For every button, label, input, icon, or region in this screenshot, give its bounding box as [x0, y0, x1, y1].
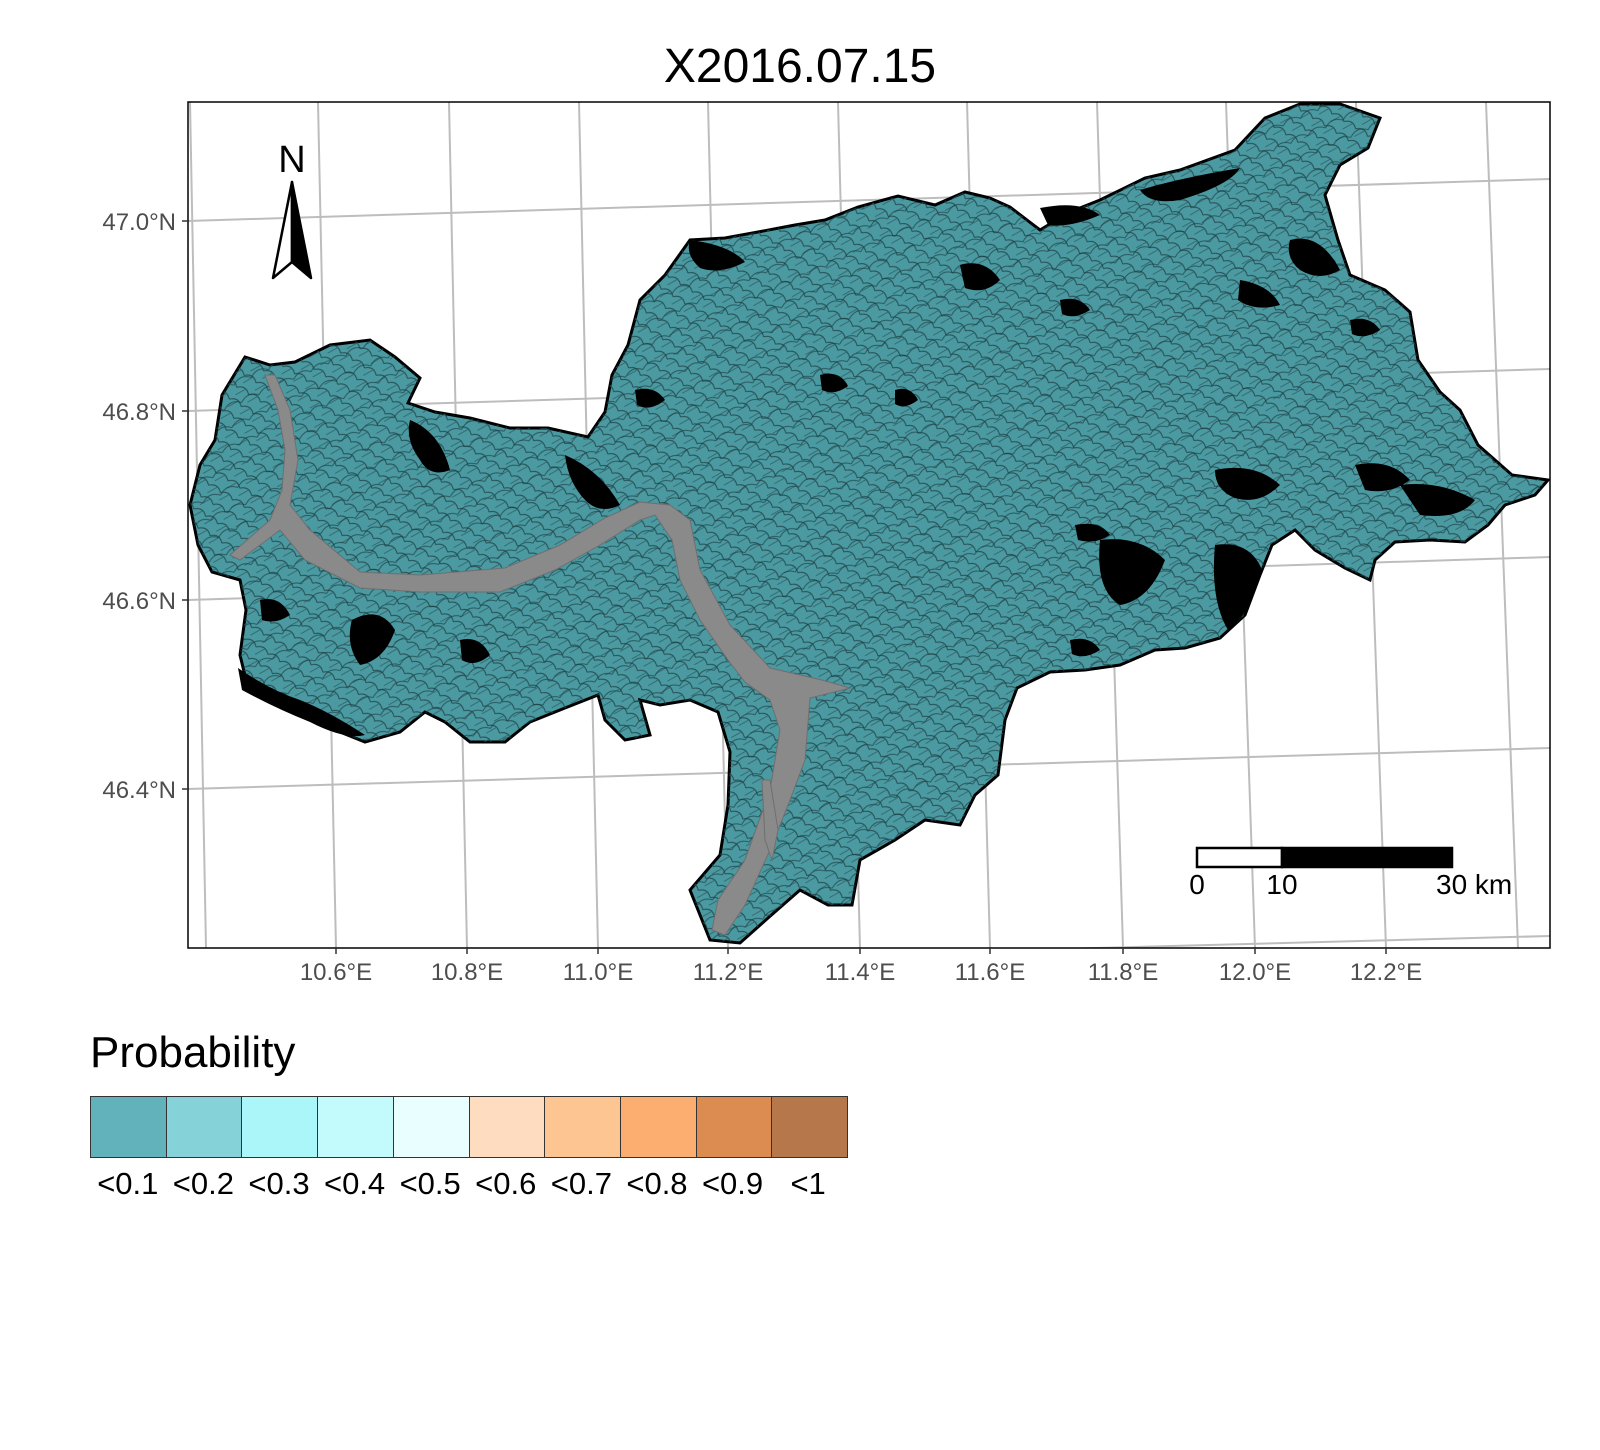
- x-tick-label: 10.8°E: [431, 959, 503, 986]
- x-tick-label: 12.2°E: [1350, 959, 1422, 986]
- legend-label: <0.1: [97, 1166, 159, 1201]
- legend-title: Probability: [90, 1028, 296, 1077]
- legend-label: <0.9: [701, 1166, 764, 1201]
- y-axis: 47.0°N 46.8°N 46.6°N 46.4°N: [102, 209, 188, 804]
- legend-label: <0.7: [550, 1166, 612, 1201]
- y-tick-label: 46.8°N: [102, 399, 176, 426]
- legend-swatch: [469, 1097, 546, 1157]
- legend-swatch: [91, 1097, 167, 1157]
- legend-swatches: [90, 1096, 848, 1158]
- legend-labels: <0.1 <0.2 <0.3 <0.4 <0.5 <0.6 <0.7 <0.8 <0.9 <1: [90, 1166, 846, 1202]
- scale-label-10: 10: [1266, 869, 1297, 900]
- x-tick-label: 12.0°E: [1219, 959, 1291, 986]
- x-tick-label: 10.6°E: [300, 959, 372, 986]
- north-arrow: N: [271, 139, 313, 280]
- north-label: N: [278, 139, 305, 181]
- legend-swatch: [772, 1097, 848, 1157]
- legend-label: <0.6: [475, 1166, 537, 1201]
- scale-label-0: 0: [1189, 869, 1205, 900]
- scale-bar: 0 10 30 km: [1189, 846, 1512, 900]
- legend-label: <0.8: [626, 1166, 688, 1201]
- valley-floors: [229, 374, 852, 936]
- legend-swatch: [393, 1097, 470, 1157]
- legend-label: <0.2: [172, 1166, 234, 1201]
- x-tick-label: 11.8°E: [1088, 959, 1159, 986]
- legend-swatch: [545, 1097, 621, 1157]
- x-tick-label: 11.0°E: [563, 959, 634, 986]
- y-tick-label: 47.0°N: [102, 209, 176, 236]
- legend-label: <0.4: [323, 1166, 386, 1201]
- legend-label: <1: [790, 1166, 826, 1201]
- legend-swatch: [620, 1097, 697, 1157]
- scale-label-30: 30 km: [1436, 869, 1512, 900]
- x-axis: 10.6°E 10.8°E 11.0°E 11.2°E 11.4°E 11.6°…: [300, 948, 1422, 986]
- map-title: X2016.07.15: [664, 40, 936, 93]
- legend-swatch: [166, 1097, 243, 1157]
- scale-bar-segment-black: [1280, 846, 1454, 869]
- x-tick-label: 11.4°E: [825, 959, 896, 986]
- legend-swatch: [318, 1097, 394, 1157]
- legend-label: <0.3: [248, 1166, 310, 1201]
- x-tick-label: 11.2°E: [693, 959, 764, 986]
- y-tick-label: 46.4°N: [102, 777, 176, 804]
- shadowed-slopes: [238, 168, 1475, 737]
- legend-swatch: [696, 1097, 773, 1157]
- y-tick-label: 46.6°N: [102, 588, 176, 615]
- legend: Probability <0.1 <0.2 <0.3 <0.4 <0.5 <0.6 <0.7…: [90, 1028, 848, 1202]
- south-tyrol-region: [188, 102, 1550, 945]
- x-tick-label: 11.6°E: [955, 959, 1026, 986]
- north-arrow-icon: [271, 180, 313, 280]
- scale-bar-segment-white: [1195, 846, 1284, 869]
- map-panel-border: [187, 101, 1551, 949]
- legend-swatch: [242, 1097, 319, 1157]
- legend-label: <0.5: [399, 1166, 461, 1201]
